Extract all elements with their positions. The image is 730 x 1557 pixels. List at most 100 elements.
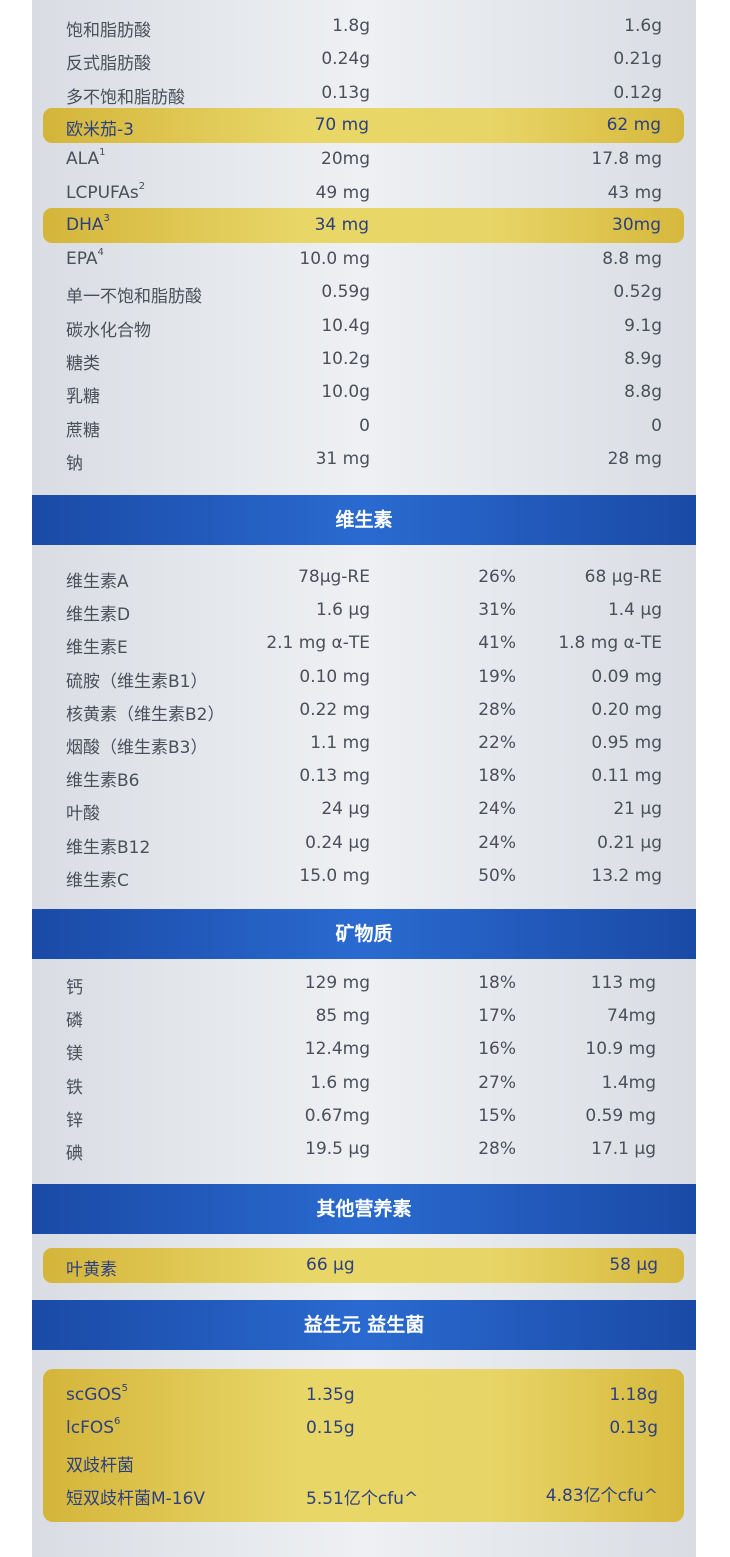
row-name: EPA4 xyxy=(66,247,104,270)
row-name: 维生素B6 xyxy=(66,771,140,792)
footnote-marker: 6 xyxy=(114,1416,121,1427)
row-name: DHA3 xyxy=(66,212,110,235)
nutrient-row: 叶酸 24 μg 24% 21 μg xyxy=(32,792,696,825)
row-value-1: 1.1 mg xyxy=(310,733,370,753)
row-value-1: 66 μg xyxy=(306,1255,355,1275)
nutrient-row: 糖类 10.2g 8.9g xyxy=(32,342,696,375)
probiotic-name: 双歧杆菌 xyxy=(66,1456,134,1476)
nutrient-row: 铁 1.6 mg 27% 1.4mg xyxy=(32,1066,696,1099)
row-name: 维生素C xyxy=(66,870,129,891)
row-value-2: 0 xyxy=(651,415,662,436)
row-name: 碳水化合物 xyxy=(66,320,151,341)
nutrient-row: 反式脂肪酸 0.24g 0.21g xyxy=(32,42,696,75)
row-name: 钙 xyxy=(66,978,83,998)
row-value-1: 31 mg xyxy=(315,448,370,469)
row-value-1: 0.67mg xyxy=(304,1105,370,1126)
nutrient-row: 乳糖 10.0g 8.8g xyxy=(32,375,696,408)
row-value-1: 85 mg xyxy=(315,1006,370,1027)
row-value-1: 10.4g xyxy=(321,315,370,336)
row-value-2: 68 μg-RE xyxy=(584,567,662,587)
row-name: 维生素A xyxy=(66,572,129,592)
lutein-row: 叶黄素 66 μg 58 μg xyxy=(43,1248,684,1283)
row-value-2: 0.59 mg xyxy=(585,1105,656,1126)
row-value-2: 0.95 mg xyxy=(591,733,662,753)
row-value-2: 0.12g xyxy=(613,82,662,103)
nutrient-row: 碘 19.5 μg 28% 17.1 μg xyxy=(32,1132,696,1165)
nutrient-row: 维生素A 78μg-RE 26% 68 μg-RE xyxy=(32,560,696,593)
probiotics-box: scGOS5 1.35g 1.18g lcFOS6 0.15g 0.13g 双歧杆菌 短双歧杆… xyxy=(43,1369,684,1522)
row-percent: 28% xyxy=(478,1139,516,1159)
row-value-2: 1.4mg xyxy=(601,1072,656,1093)
row-value-2: 8.8g xyxy=(624,382,662,403)
row-name: 反式脂肪酸 xyxy=(66,54,151,75)
row-value-2: 113 mg xyxy=(590,973,656,993)
row-value-1: 20mg xyxy=(321,149,370,170)
footnote-marker: 2 xyxy=(138,180,146,192)
row-name: 维生素D xyxy=(66,605,131,626)
nutrient-row: 单一不饱和脂肪酸 0.59g 0.52g xyxy=(32,275,696,308)
row-value-1: 10.0 mg xyxy=(299,249,370,270)
row-name: 糖类 xyxy=(66,354,100,374)
row-percent: 15% xyxy=(478,1105,516,1126)
row-value-2: 58 μg xyxy=(609,1255,658,1275)
row-percent: 17% xyxy=(478,1006,516,1027)
nutrient-row: 维生素B6 0.13 mg 18% 0.11 mg xyxy=(32,759,696,792)
row-value-2: 1.4 μg xyxy=(607,600,662,621)
row-value-2: 17.8 mg xyxy=(591,149,662,170)
row-percent: 50% xyxy=(478,865,516,886)
row-percent: 16% xyxy=(478,1039,516,1060)
nutrient-row: 蔗糖 0 0 xyxy=(32,409,696,442)
nutrient-row: 碳水化合物 10.4g 9.1g xyxy=(32,309,696,342)
row-value-1: 19.5 μg xyxy=(305,1139,370,1159)
row-value-1: 70 mg xyxy=(314,114,369,135)
probiotic-value-2: 4.83亿个cfu^ xyxy=(545,1486,658,1506)
row-value-2: 0.11 mg xyxy=(591,766,662,787)
row-name: 维生素B12 xyxy=(66,837,151,858)
nutrition-table: 饱和脂肪酸 1.8g 1.6g 反式脂肪酸 0.24g 0.21g 多不饱和脂肪酸 0.13g… xyxy=(32,0,696,1557)
row-value-2: 0.20 mg xyxy=(591,699,662,720)
row-value-2: 9.1g xyxy=(624,315,662,336)
row-value-2: 21 μg xyxy=(613,799,662,820)
row-value-2: 10.9 mg xyxy=(585,1039,656,1060)
row-name: 乳糖 xyxy=(66,387,100,408)
nutrient-row: 磷 85 mg 17% 74mg xyxy=(32,999,696,1032)
probiotic-value-2: 0.13g xyxy=(609,1418,658,1438)
row-value-1: 0.10 mg xyxy=(299,666,370,687)
row-value-2: 0.52g xyxy=(613,282,662,303)
section-header-minerals: 矿物质 xyxy=(32,909,696,959)
row-value-1: 129 mg xyxy=(304,973,370,993)
row-percent: 19% xyxy=(478,666,516,687)
nutrient-row: 镁 12.4mg 16% 10.9 mg xyxy=(32,1032,696,1065)
row-value-1: 0.13 mg xyxy=(299,766,370,787)
row-name: ALA1 xyxy=(66,147,106,170)
row-name: 欧米茄-3 xyxy=(66,119,134,140)
row-name: 锌 xyxy=(66,1110,83,1131)
row-percent: 26% xyxy=(478,567,516,587)
row-value-2: 1.8 mg α-TE xyxy=(558,633,662,654)
row-percent: 18% xyxy=(478,766,516,787)
nutrient-row: 钙 129 mg 18% 113 mg xyxy=(32,966,696,999)
nutrient-row: LCPUFAs2 49 mg 43 mg xyxy=(32,176,696,209)
probiotic-value-2: 1.18g xyxy=(609,1385,658,1405)
row-name: 维生素E xyxy=(66,638,128,659)
row-name: 铁 xyxy=(66,1077,83,1098)
row-value-1: 0 xyxy=(359,415,370,436)
row-percent: 41% xyxy=(478,633,516,654)
row-name: 叶黄素 xyxy=(66,1260,117,1280)
row-name: LCPUFAs2 xyxy=(66,180,146,203)
row-value-2: 8.8 mg xyxy=(602,249,662,270)
footnote-marker: 4 xyxy=(97,247,104,259)
nutrient-row: 维生素E 2.1 mg α-TE 41% 1.8 mg α-TE xyxy=(32,626,696,659)
row-value-1: 1.6 μg xyxy=(315,600,370,621)
row-percent: 24% xyxy=(478,799,516,820)
row-percent: 27% xyxy=(478,1072,516,1093)
probiotic-name: lcFOS6 xyxy=(66,1416,121,1438)
row-value-1: 0.24 μg xyxy=(305,832,370,853)
row-value-2: 62 mg xyxy=(606,114,661,135)
row-name: 硫胺（维生素B1） xyxy=(66,671,208,692)
section-header-other: 其他营养素 xyxy=(32,1184,696,1234)
row-value-1: 1.8g xyxy=(332,16,370,36)
row-name: 镁 xyxy=(66,1044,83,1065)
row-value-2: 0.21g xyxy=(613,49,662,70)
row-value-1: 0.59g xyxy=(321,282,370,303)
